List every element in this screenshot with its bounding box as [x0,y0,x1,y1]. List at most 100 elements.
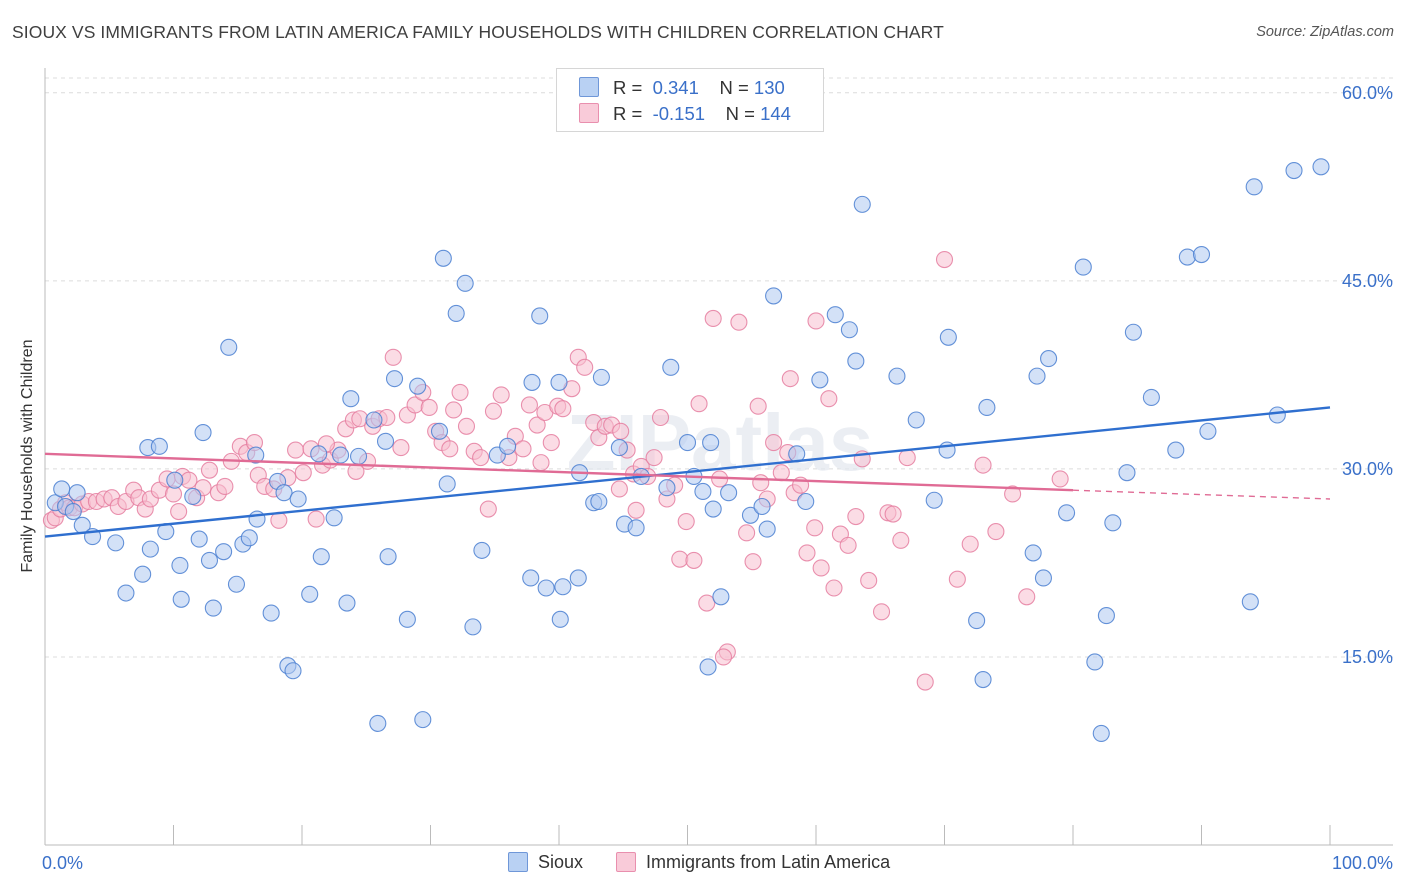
sioux-point-62 [537,579,555,597]
sioux-point-111 [1086,653,1104,671]
latin-america-point-114 [825,579,843,597]
y-tick-label-1: 30.0% [1342,459,1393,479]
legend-swatch-latin-america [579,103,599,123]
sioux-point-27 [247,446,265,464]
y-tick-label-0: 15.0% [1342,647,1393,667]
latin-america-point-25 [200,461,219,479]
sioux-point-96 [853,195,871,213]
sioux-point-123 [1245,178,1263,196]
sioux-point-43 [365,411,383,429]
series-legend-item-latin-america[interactable]: Immigrants from Latin America [616,852,890,873]
sioux-point-16 [172,590,190,608]
sioux-point-22 [215,543,233,561]
sioux-point-48 [398,610,416,628]
latin-america-point-118 [860,571,878,590]
sioux-point-125 [1285,161,1303,180]
latin-america-point-102 [744,553,762,571]
sioux-point-59 [499,437,517,455]
sioux-point-71 [592,368,610,386]
y-tick-label-2: 45.0% [1342,271,1393,291]
latin-america-point-20 [170,502,188,521]
sioux-point-102 [968,612,986,630]
sioux-point-120 [1192,245,1211,264]
latin-america-point-132 [1051,470,1069,488]
sioux-point-108 [1040,350,1058,368]
latin-america-point-111 [806,519,824,537]
sioux-point-45 [376,432,395,450]
sioux-point-126 [1312,158,1330,176]
latin-america-point-126 [948,570,966,588]
legend-r-value: 0.341 [652,77,699,98]
latin-america-point-113 [820,390,838,408]
sioux-point-89 [765,287,783,305]
latin-america-point-106 [772,464,790,482]
sioux-point-28 [248,510,266,528]
sioux-point-85 [720,484,738,502]
sioux-point-37 [312,548,330,566]
sioux-point-12 [150,437,168,455]
sioux-point-99 [925,491,943,509]
legend-row-latin-america: R = -0.151 N = 144 [579,103,791,125]
sioux-point-81 [699,658,717,676]
sioux-point-21 [204,599,222,617]
latin-america-point-119 [872,603,891,621]
sioux-point-11 [141,540,159,558]
series-legend-item-sioux[interactable]: Sioux [508,852,583,873]
legend-n-value: 144 [760,103,791,124]
latin-america-point-95 [690,395,708,413]
sioux-point-56 [464,618,482,636]
sioux-point-41 [342,390,360,408]
sioux-point-20 [200,551,219,569]
latin-america-point-122 [892,531,910,549]
sioux-point-63 [531,307,549,325]
sioux-point-112 [1092,724,1110,742]
latin-america-point-51 [392,439,410,457]
series-legend-swatch-sioux [508,852,528,872]
sioux-point-105 [1024,544,1042,562]
sioux-point-82 [702,434,720,452]
sioux-point-47 [385,370,404,388]
sioux-point-109 [1058,504,1076,522]
latin-america-point-124 [916,673,934,691]
latin-america-point-88 [645,449,663,467]
sioux-point-117 [1142,388,1160,406]
series-legend: Sioux Immigrants from Latin America [508,852,918,873]
latin-america-point-93 [677,513,695,531]
sioux-point-49 [409,377,427,395]
latin-america-point-101 [738,524,756,542]
sioux-point-9 [134,565,152,583]
x-tick-label-0: 0.0% [42,853,83,873]
latin-america-point-96 [698,594,716,612]
latin-america-point-127 [961,535,979,553]
sioux-point-3 [64,502,82,521]
legend-r-label: R = [613,103,643,124]
sioux-trend-line [44,406,1331,538]
latin-america-point-37 [294,464,312,482]
y-tick-label-3: 60.0% [1342,83,1393,103]
sioux-point-80 [694,482,712,501]
latin-america-point-71 [528,416,546,434]
correlation-legend: R = 0.341 N = 130 R = -0.151 N = 144 [556,68,824,132]
grid-lines [45,77,1393,658]
latin-america-point-61 [457,417,476,435]
latin-america-point-39 [307,510,325,528]
latin-america-point-78 [576,358,594,376]
latin-america-point-138 [216,477,234,496]
sioux-point-114 [1104,514,1122,532]
legend-r-label: R = [613,77,643,98]
sioux-point-55 [456,274,474,292]
legend-n-value: 130 [753,77,785,98]
latin-america-point-130 [1004,485,1022,503]
sioux-point-51 [430,422,449,440]
sioux-point-18 [190,530,208,548]
sioux-point-86 [741,506,760,524]
x-tick-labels: 0.0% 100.0% [42,853,1393,873]
sioux-point-15 [171,556,189,574]
sioux-point-103 [974,670,992,689]
latin-america-point-129 [987,523,1005,541]
sioux-point-50 [414,711,432,729]
sioux-point-17 [184,487,202,506]
sioux-point-29 [262,604,280,622]
sioux-point-1 [53,480,71,498]
y-tick-labels: 15.0% 30.0% 45.0% 60.0% [1342,83,1393,667]
